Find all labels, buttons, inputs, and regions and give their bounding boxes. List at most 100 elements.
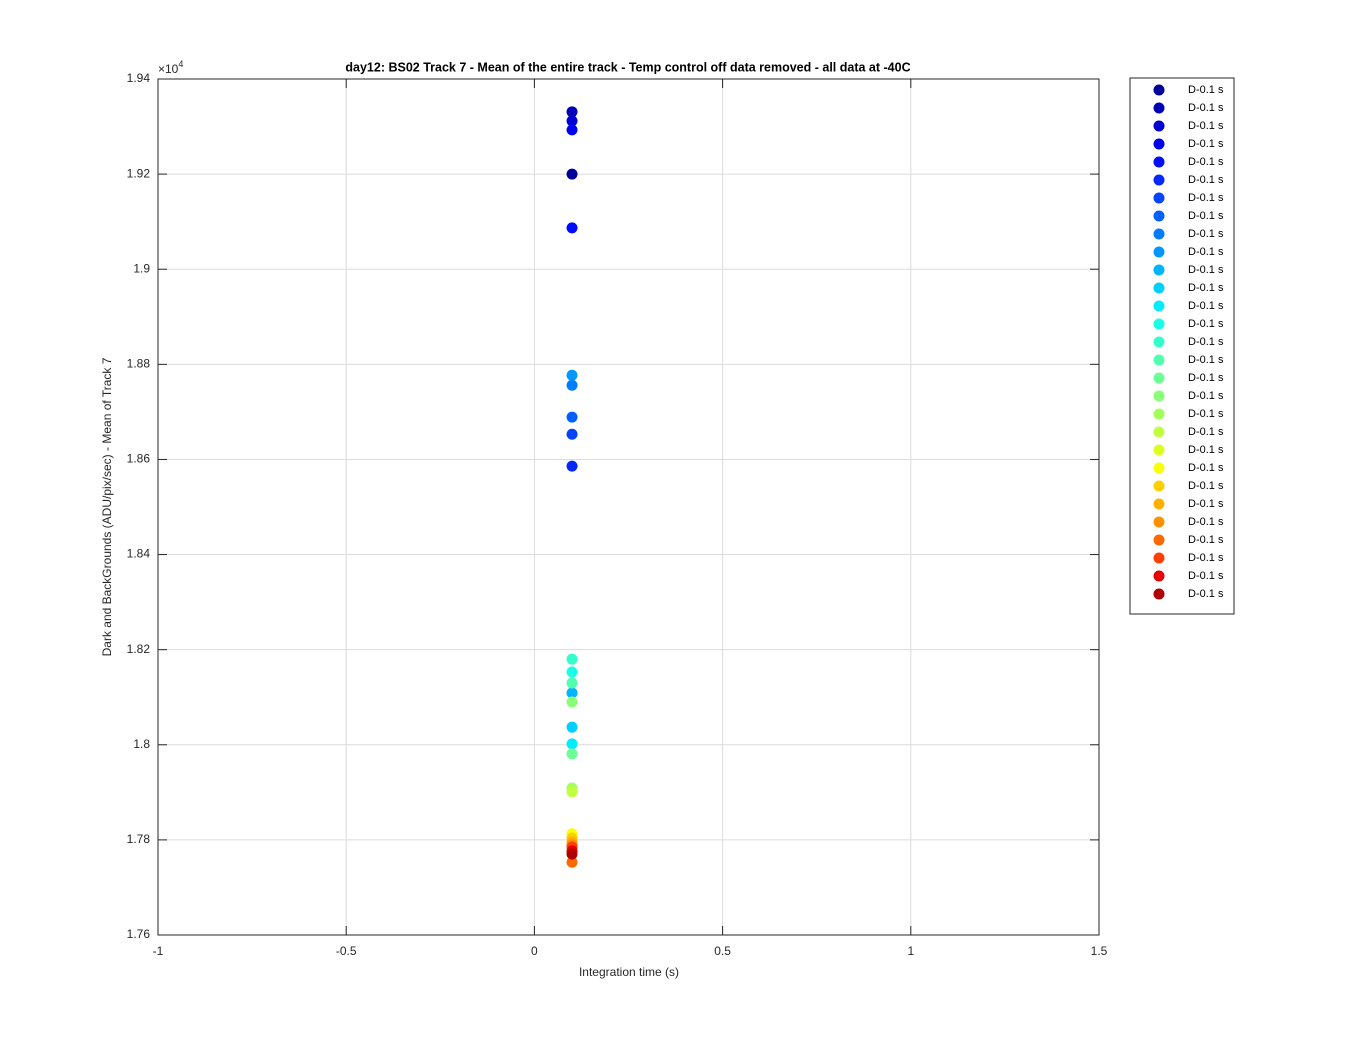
legend-label: D-0.1 s	[1188, 282, 1224, 294]
point	[566, 856, 578, 868]
legend-label: D-0.1 s	[1188, 462, 1224, 474]
legend-label: D-0.1 s	[1188, 84, 1224, 96]
legend-label: D-0.1 s	[1188, 588, 1224, 600]
y-axis-label: Dark and BackGrounds (ADU/pix/sec) - Mea…	[100, 357, 114, 656]
point	[566, 721, 578, 733]
y-tick-label: 1.82	[127, 642, 151, 656]
y-tick-label: 1.76	[127, 927, 151, 941]
legend-frame	[1129, 77, 1235, 615]
legend-label: D-0.1 s	[1188, 102, 1224, 114]
legend-label: D-0.1 s	[1188, 336, 1224, 348]
x-tick-label: -1	[153, 944, 164, 958]
point	[566, 115, 578, 127]
legend-marker	[1153, 282, 1165, 294]
multiplier-exponent: 4	[178, 59, 183, 69]
point	[566, 106, 578, 118]
legend-marker	[1153, 516, 1165, 528]
legend-label: D-0.1 s	[1188, 138, 1224, 150]
legend-label: D-0.1 s	[1188, 390, 1224, 402]
legend-label: D-0.1 s	[1188, 120, 1224, 132]
legend-marker	[1153, 462, 1165, 474]
legend-label: D-0.1 s	[1188, 444, 1224, 456]
legend-label: D-0.1 s	[1188, 156, 1224, 168]
point	[566, 696, 578, 708]
legend-label: D-0.1 s	[1188, 570, 1224, 582]
point	[566, 460, 578, 472]
point	[566, 687, 578, 699]
legend-marker	[1153, 138, 1165, 150]
x-tick-label: -0.5	[336, 944, 357, 958]
legend-marker	[1153, 498, 1165, 510]
point	[566, 738, 578, 750]
legend-marker	[1153, 246, 1165, 258]
legend-marker	[1153, 264, 1165, 276]
legend-marker	[1153, 156, 1165, 168]
chart-title: day12: BS02 Track 7 - Mean of the entire…	[345, 60, 910, 74]
x-tick-label: 1.5	[1091, 944, 1108, 958]
point	[566, 848, 578, 860]
legend-label: D-0.1 s	[1188, 408, 1224, 420]
y-tick-label: 1.88	[127, 357, 151, 371]
legend-label: D-0.1 s	[1188, 228, 1224, 240]
plot-frame	[157, 78, 1100, 936]
legend-marker	[1153, 588, 1165, 600]
legend-label: D-0.1 s	[1188, 300, 1224, 312]
legend-marker	[1153, 408, 1165, 420]
legend-label: D-0.1 s	[1188, 426, 1224, 438]
point	[566, 677, 578, 689]
point	[566, 124, 578, 136]
y-tick-label: 1.8	[133, 737, 150, 751]
legend-label: D-0.1 s	[1188, 480, 1224, 492]
legend-label: D-0.1 s	[1188, 210, 1224, 222]
legend-label: D-0.1 s	[1188, 318, 1224, 330]
point	[566, 786, 578, 798]
legend-label: D-0.1 s	[1188, 246, 1224, 258]
point	[566, 369, 578, 381]
x-tick-label: 0	[531, 944, 538, 958]
legend-marker	[1153, 444, 1165, 456]
point	[566, 222, 578, 234]
y-tick-label: 1.86	[127, 452, 151, 466]
y-tick-label: 1.92	[127, 166, 151, 180]
legend-marker	[1153, 120, 1165, 132]
x-axis-label: Integration time (s)	[579, 965, 679, 979]
legend-marker	[1153, 174, 1165, 186]
legend-marker	[1153, 102, 1165, 114]
legend-marker	[1153, 318, 1165, 330]
point	[566, 379, 578, 391]
point	[566, 666, 578, 678]
y-tick-label: 1.84	[127, 547, 151, 561]
legend-marker	[1153, 552, 1165, 564]
y-tick-label: 1.94	[127, 71, 151, 85]
point	[566, 428, 578, 440]
legend-label: D-0.1 s	[1188, 354, 1224, 366]
legend-marker	[1153, 372, 1165, 384]
y-tick-label: 1.9	[133, 261, 150, 275]
point	[566, 748, 578, 760]
legend-label: D-0.1 s	[1188, 192, 1224, 204]
legend-label: D-0.1 s	[1188, 498, 1224, 510]
x-tick-label: 1	[907, 944, 914, 958]
legend-marker	[1153, 192, 1165, 204]
legend-marker	[1153, 354, 1165, 366]
legend-marker	[1153, 84, 1165, 96]
point	[566, 653, 578, 665]
legend-marker	[1153, 426, 1165, 438]
legend-marker	[1153, 336, 1165, 348]
legend-label: D-0.1 s	[1188, 372, 1224, 384]
x-tick-label: 0.5	[714, 944, 731, 958]
legend-marker	[1153, 300, 1165, 312]
legend: D-0.1 s D-0.1 s D-0.1 s D-0.1 s D-0.1 s D-0.1…	[1129, 77, 1235, 615]
y-tick-label: 1.78	[127, 832, 151, 846]
legend-marker	[1153, 534, 1165, 546]
legend-marker	[1153, 480, 1165, 492]
y-multiplier: ×104	[158, 59, 183, 76]
legend-marker	[1153, 570, 1165, 582]
point	[566, 411, 578, 423]
legend-marker	[1153, 390, 1165, 402]
multiplier-base: ×10	[158, 62, 179, 76]
point	[566, 168, 578, 180]
legend-label: D-0.1 s	[1188, 516, 1224, 528]
